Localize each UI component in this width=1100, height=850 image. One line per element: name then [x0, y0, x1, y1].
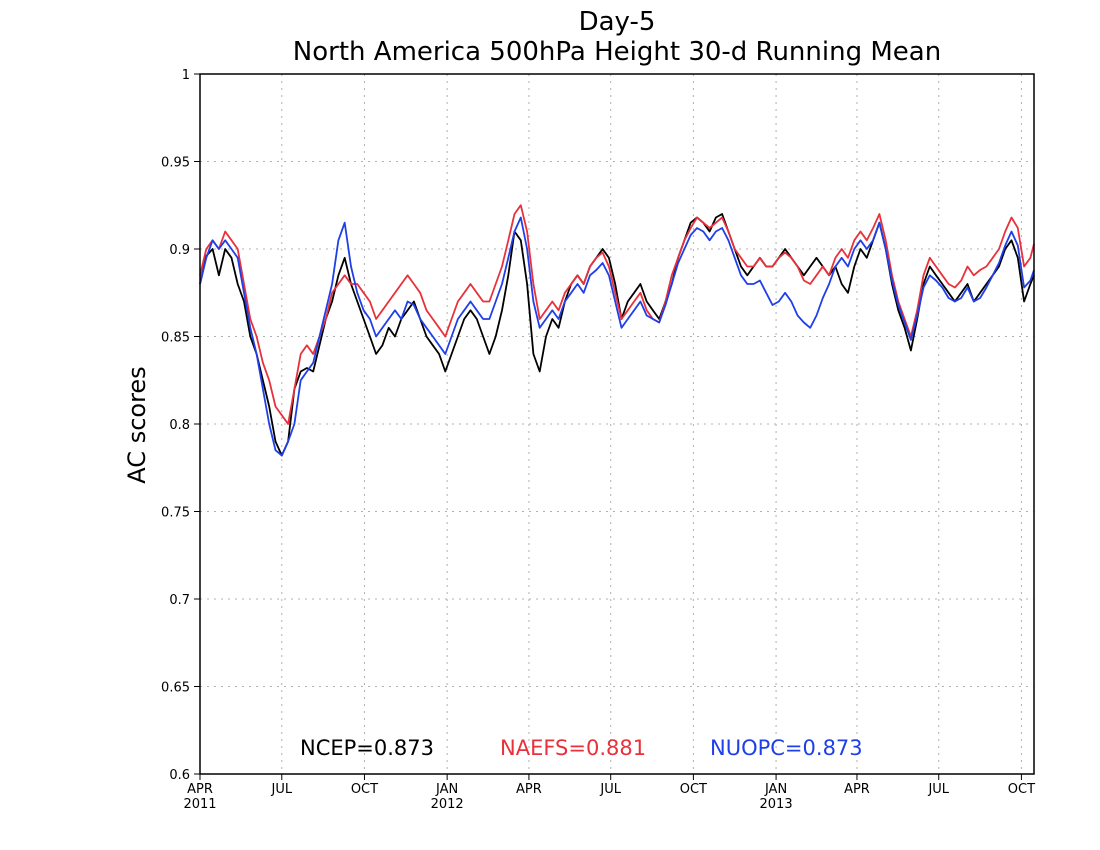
- x-tick-label: JUL: [599, 782, 621, 797]
- x-tick-label: JUL: [270, 782, 292, 797]
- y-tick-label: 1: [182, 68, 190, 83]
- x-tick-label: JAN: [435, 782, 458, 797]
- x-tick-label: JUL: [927, 782, 949, 797]
- legend: NCEP=0.873 NAEFS=0.881 NUOPC=0.873: [300, 736, 863, 760]
- y-tick-label: 0.95: [161, 156, 190, 171]
- y-tick-label: 0.6: [169, 768, 190, 783]
- series-line-nuopc: [199, 216, 1035, 457]
- x-tick-year-label: 2012: [431, 797, 464, 812]
- x-tick-label: JAN: [764, 782, 787, 797]
- grid: [200, 74, 1034, 774]
- y-tick-label: 0.65: [161, 681, 190, 696]
- y-tick-label: 0.75: [161, 506, 190, 521]
- x-tick-label: OCT: [1008, 782, 1035, 797]
- x-tick-label: OCT: [351, 782, 378, 797]
- chart-subtitle: North America 500hPa Height 30-d Running…: [293, 37, 941, 67]
- x-tick-year-label: 2011: [183, 797, 216, 812]
- legend-entry-nuopc: NUOPC=0.873: [710, 736, 863, 760]
- x-tick-label: APR: [516, 782, 542, 797]
- y-axis-label: AC scores: [123, 366, 151, 483]
- x-tick-label: APR: [187, 782, 213, 797]
- y-tick-label: 0.7: [169, 593, 190, 608]
- series-line-naefs: [199, 204, 1035, 425]
- x-tick-label: APR: [844, 782, 870, 797]
- series-line-ncep: [199, 213, 1035, 457]
- series-lines: [199, 204, 1035, 457]
- x-tick-year-label: 2013: [760, 797, 793, 812]
- y-tick-label: 0.8: [169, 418, 190, 433]
- y-tick-label: 0.85: [161, 331, 190, 346]
- legend-entry-ncep: NCEP=0.873: [300, 736, 434, 760]
- y-tick-label: 0.9: [169, 243, 190, 258]
- legend-entry-naefs: NAEFS=0.881: [500, 736, 646, 760]
- chart-title: Day-5: [579, 7, 656, 37]
- x-tick-label: OCT: [680, 782, 707, 797]
